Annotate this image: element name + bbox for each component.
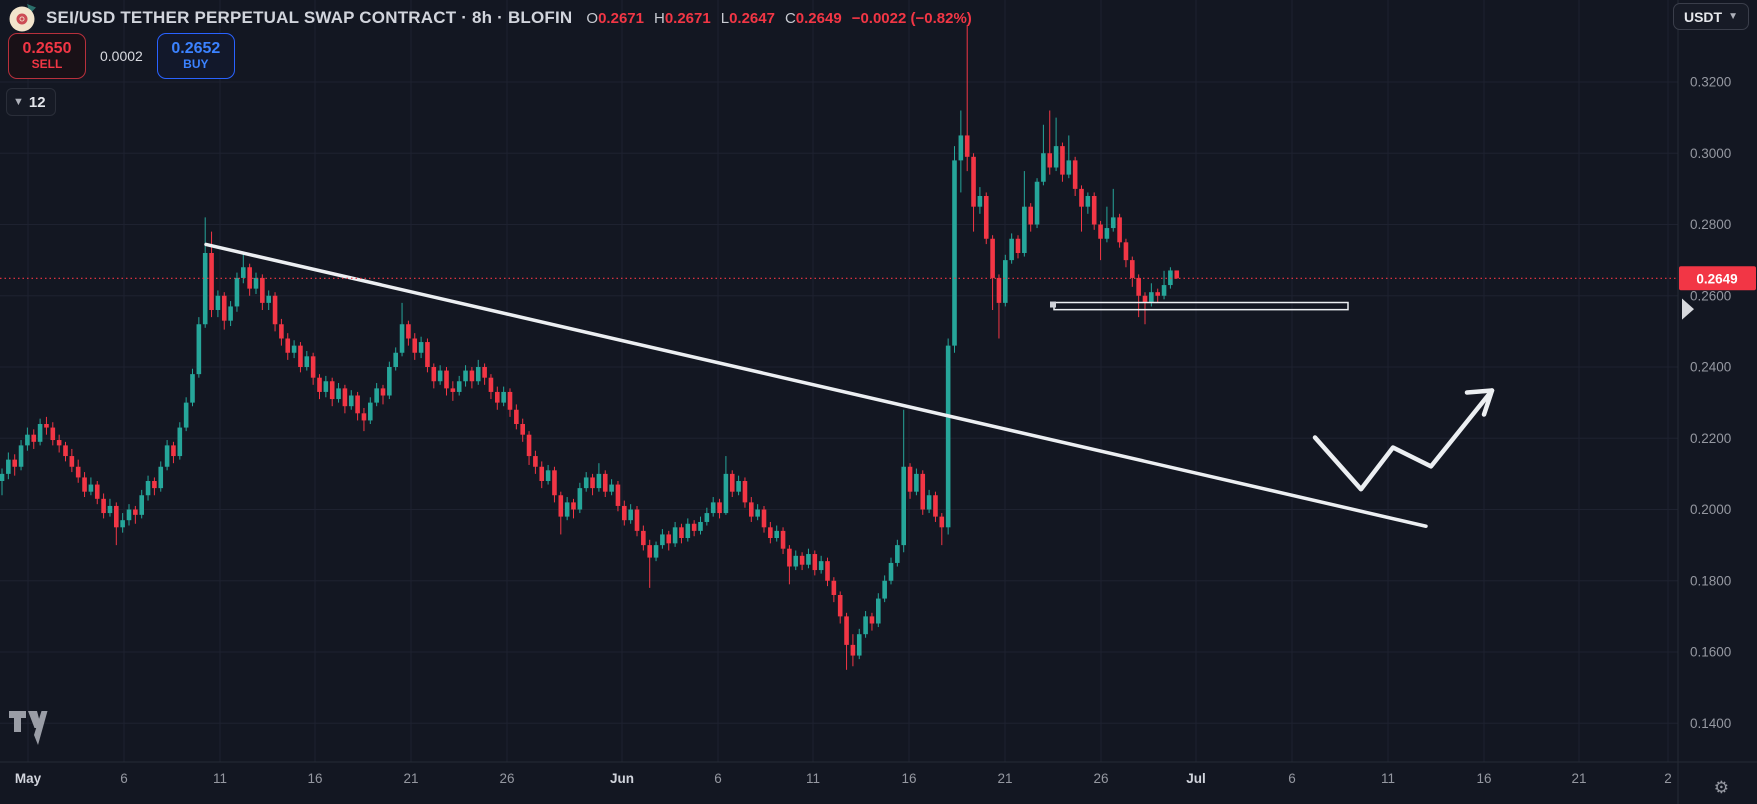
time-tick-label: 6 — [120, 771, 128, 786]
chevron-down-icon: ▼ — [13, 96, 24, 108]
svg-text:0.2649: 0.2649 — [1696, 271, 1737, 286]
time-tick-label: 6 — [1288, 771, 1296, 786]
buy-button[interactable]: 0.2652 BUY — [156, 33, 235, 79]
drawings-layer[interactable] — [204, 242, 1495, 528]
svg-text:0.2800: 0.2800 — [1690, 217, 1731, 232]
change-value: −0.0022 (−0.82%) — [851, 9, 972, 27]
currency-label: USDT — [1683, 8, 1723, 25]
buy-label: BUY — [183, 57, 209, 72]
open-value: 0.2671 — [598, 9, 644, 27]
tradingview-logo[interactable] — [8, 710, 48, 751]
drawing-handle[interactable] — [1050, 301, 1056, 308]
time-tick-label: 16 — [901, 771, 916, 786]
open-label: O — [586, 9, 599, 27]
drawing-price-marker — [1682, 298, 1694, 320]
svg-text:0.2400: 0.2400 — [1690, 360, 1731, 375]
buy-price: 0.2652 — [171, 39, 221, 57]
high-value: 0.2671 — [664, 9, 711, 27]
projection-arrow[interactable] — [1312, 388, 1495, 492]
time-tick-label: 21 — [403, 771, 418, 786]
close-label: C — [784, 9, 796, 27]
time-tick-label: Jul — [1186, 771, 1206, 786]
price-axis[interactable]: 0.3200 0.3000 0.2800 0.2600 0.2400 0.2200 0.20… — [1677, 0, 1757, 804]
svg-text:0.2000: 0.2000 — [1690, 502, 1731, 517]
high-label: H — [653, 9, 665, 27]
current-price-label[interactable] — [1679, 266, 1756, 291]
low-label: L — [720, 9, 730, 27]
sell-button[interactable]: 0.2650 SELL — [8, 33, 86, 79]
svg-text:0.1800: 0.1800 — [1690, 573, 1731, 588]
time-tick-label: 21 — [1571, 771, 1586, 786]
time-axis[interactable]: May 6 11 16 21 26 Jun 6 11 16 21 26 Jul 6 11 16 21 2 — [0, 761, 1757, 786]
chevron-down-icon: ▼ — [1728, 11, 1738, 22]
time-tick-label: 11 — [1381, 771, 1395, 786]
time-tick-label: 21 — [997, 771, 1012, 786]
time-tick-label: May — [15, 771, 42, 786]
spread-value: 0.0002 — [100, 48, 143, 64]
svg-text:0.3200: 0.3200 — [1690, 75, 1731, 90]
trend-line[interactable] — [204, 242, 1428, 528]
titlebar: SEI/USD TETHER PERPETUAL SWAP CONTRACT ·… — [8, 3, 972, 33]
time-tick-label: 6 — [714, 771, 722, 786]
svg-text:0.1600: 0.1600 — [1690, 645, 1731, 660]
arrowhead — [1464, 388, 1495, 417]
trade-widget: 0.2650 SELL 0.0002 0.2652 BUY — [8, 33, 235, 79]
symbol-title[interactable]: SEI/USD TETHER PERPETUAL SWAP CONTRACT ·… — [46, 8, 573, 27]
currency-selector-button[interactable]: USDT ▼ — [1672, 3, 1749, 30]
svg-text:0.2600: 0.2600 — [1690, 288, 1731, 303]
interval-countdown: 12 — [28, 93, 46, 111]
sell-price: 0.2650 — [22, 39, 72, 57]
close-value: 0.2649 — [795, 9, 842, 27]
time-tick-label: 16 — [307, 771, 322, 786]
svg-text:0.1400: 0.1400 — [1690, 716, 1731, 731]
sell-label: SELL — [31, 57, 63, 72]
svg-text:0.3000: 0.3000 — [1690, 146, 1731, 161]
time-tick-label: 26 — [499, 771, 514, 786]
interval-countdown-button[interactable]: ▼ 12 — [6, 88, 56, 116]
svg-text:0.2200: 0.2200 — [1690, 431, 1731, 446]
time-tick-label: 2 — [1664, 771, 1672, 786]
time-tick-label: 11 — [213, 771, 227, 786]
support-zone-rectangle[interactable] — [1053, 301, 1349, 311]
grid-layer — [0, 0, 1678, 762]
sei-symbol-logo[interactable] — [8, 3, 38, 33]
time-tick-label: 11 — [806, 771, 820, 786]
ohlc-values: O0.2671 H0.2671 L0.2647 C0.2649 −0.0022 … — [586, 10, 971, 27]
low-value: 0.2647 — [729, 9, 775, 27]
candles-layer — [0, 25, 1180, 670]
time-tick-label: 26 — [1093, 771, 1108, 786]
time-tick-label: 16 — [1476, 771, 1491, 786]
settings-icon[interactable]: ⚙ — [1713, 778, 1729, 797]
time-tick-label: Jun — [610, 771, 634, 786]
